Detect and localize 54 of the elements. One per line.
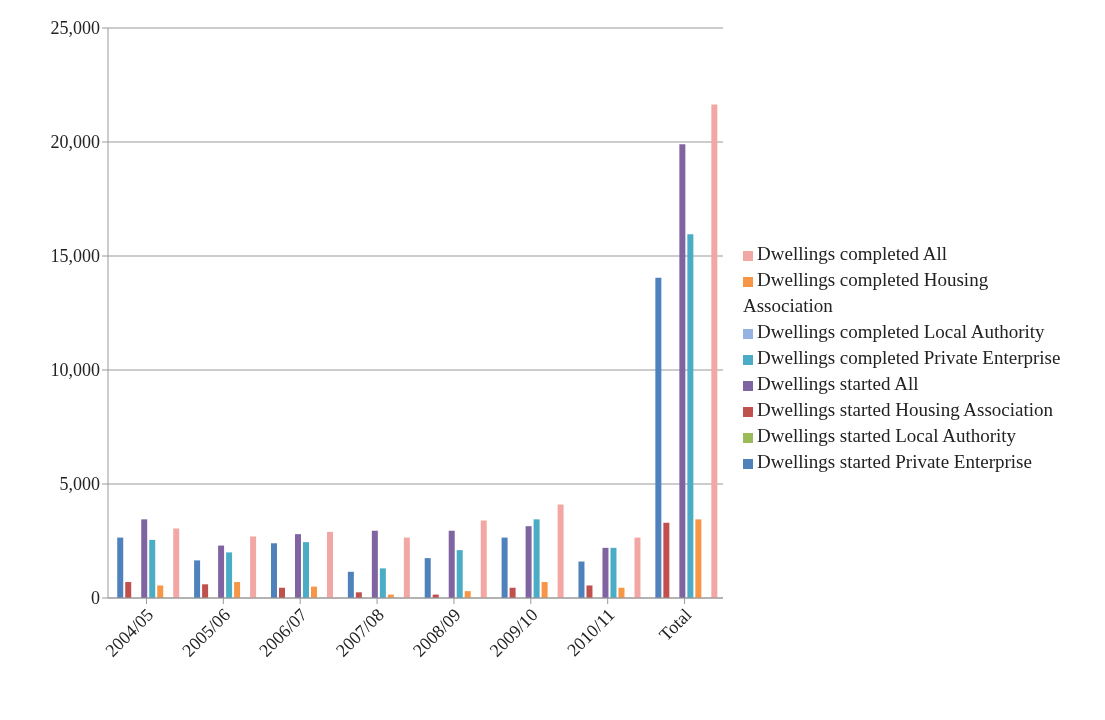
bar (634, 537, 641, 598)
bar (456, 550, 463, 598)
bar (679, 144, 686, 598)
bar (655, 277, 662, 598)
bar (218, 545, 225, 598)
bar (424, 558, 431, 598)
bar (371, 530, 378, 598)
legend-label: Dwellings started All (757, 373, 919, 394)
bar (157, 585, 164, 598)
bar (480, 520, 487, 598)
bar (270, 543, 277, 598)
bar (250, 536, 257, 598)
bar (294, 534, 301, 598)
bar (125, 582, 132, 598)
bar (226, 552, 233, 598)
bar (302, 542, 309, 598)
bar (602, 547, 609, 598)
bar (586, 585, 593, 598)
y-tick-label: 5,000 (59, 474, 100, 495)
y-tick-label: 15,000 (50, 246, 100, 267)
bar (695, 519, 702, 598)
bar (578, 561, 585, 598)
bar (501, 537, 508, 598)
y-tick-label: 20,000 (50, 132, 100, 153)
bar (194, 560, 201, 598)
legend-label: Dwellings started Private Enterprise (757, 451, 1032, 472)
bar (610, 547, 617, 598)
bar (403, 537, 410, 598)
legend-label: Dwellings completed Housing Association (743, 269, 989, 316)
bar (347, 571, 354, 598)
bar (687, 234, 694, 598)
bar (448, 530, 455, 598)
bar (557, 504, 564, 598)
bar (149, 539, 156, 598)
bar (202, 584, 209, 598)
bar (541, 582, 548, 598)
bar (663, 522, 670, 598)
bar (525, 526, 532, 598)
bar (141, 519, 148, 598)
bar (173, 528, 180, 598)
bar (379, 568, 386, 598)
y-tick-label: 0 (91, 588, 100, 609)
bar (711, 104, 718, 598)
legend-label: Dwellings completed Local Authority (757, 321, 1045, 342)
legend-label: Dwellings started Housing Association (757, 399, 1054, 420)
legend-label: Dwellings completed Private Enterprise (757, 347, 1061, 368)
legend-label: Dwellings started Local Authority (757, 425, 1017, 446)
y-tick-label: 10,000 (50, 360, 100, 381)
bar (117, 537, 124, 598)
y-tick-label: 25,000 (50, 18, 100, 39)
legend-label: Dwellings completed All (757, 243, 947, 264)
bar (234, 582, 241, 598)
bar (326, 531, 333, 598)
bar (533, 519, 540, 598)
